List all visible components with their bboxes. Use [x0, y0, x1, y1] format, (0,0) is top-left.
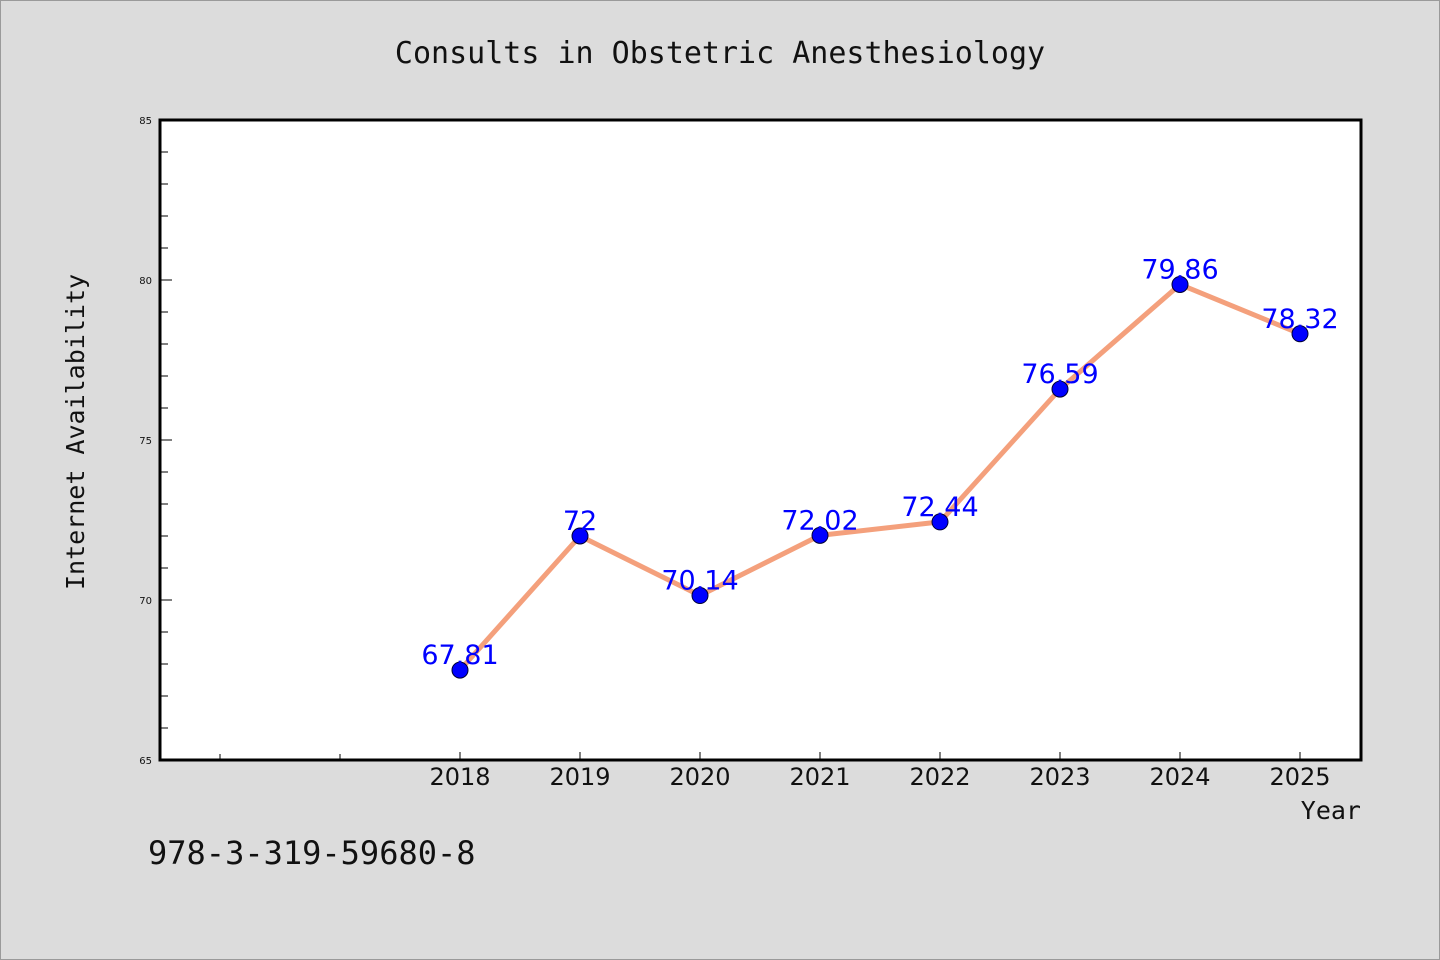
y-tick-label: 70: [139, 596, 152, 607]
x-tick-label: 2024: [1149, 763, 1210, 791]
x-tick-label: 2022: [909, 763, 970, 791]
data-point: [931, 513, 949, 531]
footnote-isbn: 978-3-319-59680-8: [148, 834, 476, 872]
data-label: 72: [563, 506, 597, 537]
data-label: 72.02: [781, 505, 858, 536]
y-tick-label: 65: [139, 756, 152, 767]
x-axis-ticks: 2018 2019 2020 2021 2022 2023 2024 2025: [219, 752, 1331, 791]
x-tick-label: 2021: [789, 763, 850, 791]
y-axis-label: Internet Availability: [61, 274, 90, 590]
data-point: [1171, 275, 1189, 293]
data-label: 79.86: [1141, 254, 1218, 285]
y-tick-label: 85: [139, 116, 152, 127]
y-tick-label: 80: [139, 276, 152, 287]
series-internet-availability: 67.81 72 70.14 72.02 72.44 76.59 79.86 78.32: [421, 254, 1339, 679]
plot-area: [158, 118, 1363, 762]
x-axis-label: Year: [1301, 796, 1361, 825]
data-label: 67.81: [421, 640, 498, 671]
data-point: [811, 526, 829, 544]
data-point: [1051, 380, 1069, 398]
chart-title: Consults in Obstetric Anesthesiology: [395, 36, 1045, 71]
data-label: 70.14: [661, 566, 738, 597]
y-axis-ticks: 65 70 75 80 85: [139, 116, 172, 767]
y-axis-minor-ticks: [160, 151, 168, 729]
data-point: [1291, 325, 1309, 343]
data-label: 72.44: [901, 492, 978, 523]
x-tick-label: 2019: [549, 763, 610, 791]
data-point: [691, 587, 709, 605]
x-tick-label: 2023: [1029, 763, 1090, 791]
series-line: [457, 281, 1303, 673]
data-point: [451, 661, 469, 679]
data-point: [571, 527, 589, 545]
data-label: 78.32: [1261, 304, 1338, 335]
data-label: 76.59: [1021, 359, 1098, 390]
x-tick-label: 2020: [669, 763, 730, 791]
y-tick-label: 75: [139, 436, 152, 447]
x-tick-label: 2018: [429, 763, 490, 791]
x-tick-label: 2025: [1269, 763, 1330, 791]
